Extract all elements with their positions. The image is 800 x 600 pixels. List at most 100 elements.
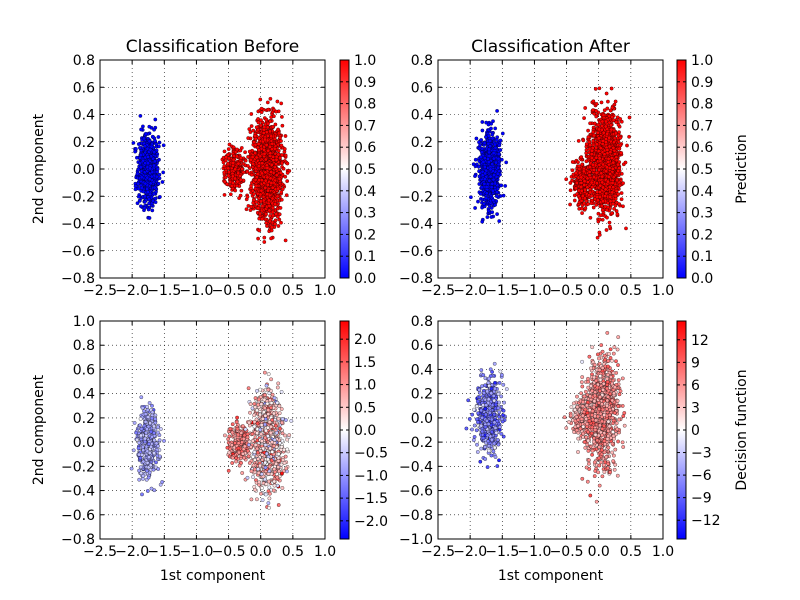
scatter-point [262,147,266,152]
scatter-point [617,146,622,151]
scatter-point [227,170,231,175]
scatter-point [278,156,282,160]
colorbar-tick-label: 0.1 [691,249,713,265]
scatter-panel-2: −2.5−2.0−1.5−1.0−0.5 0.0 0.5 1.0−0.8−0.6−0.… [399,37,750,299]
colorbar-tick-label: 0.3 [691,206,713,222]
scatter-point [233,188,238,193]
scatter-point [269,228,274,233]
scatter-point [486,122,491,127]
scatter-point [258,192,263,197]
scatter-point [584,151,589,155]
scatter-point [490,181,495,186]
scatter-point [276,224,281,228]
scatter-point [612,206,616,211]
colorbar-tick-label: 0.5 [691,162,713,178]
scatter-point [603,187,608,192]
scatter-point [131,141,136,145]
scatter-point [226,161,230,166]
scatter-point [487,139,492,143]
scatter-point [273,218,278,223]
scatter-point [278,135,282,140]
scatter-point [161,170,166,175]
scatter-point [269,236,273,241]
y-tick-label: −0.2 [61,189,95,205]
colorbar-tick-label: 1.0 [691,53,713,69]
scatter-point [591,130,596,135]
scatter-point [138,153,143,158]
y-tick-label: 0.2 [411,135,433,151]
colorbar-tick-label: 0.3 [354,206,376,222]
scatter-point [488,174,493,179]
scatter-point [577,164,582,169]
y-tick-label: 0.6 [411,80,433,96]
scatter-point [604,91,609,96]
scatter-point [568,181,573,185]
scatter-point [586,135,591,139]
scatter-point [222,164,227,168]
scatter-point [605,106,610,111]
scatter-point [269,170,274,174]
scatter-point [154,174,159,179]
scatter-point [276,148,281,153]
scatter-point [276,127,280,132]
scatter-point [272,146,277,151]
scatter-point [611,185,616,190]
scatter-point [616,169,620,173]
scatter-point [604,169,609,174]
scatter-point [589,152,594,156]
scatter-point [249,157,253,162]
scatter-point [621,181,625,186]
scatter-point [497,143,502,148]
scatter-point [608,194,612,199]
scatter-point [491,156,496,161]
colorbar-tick-label: 0.4 [691,184,713,200]
scatter-point [604,119,608,124]
scatter-point [274,109,279,114]
colorbar-tick-label: 0.4 [354,184,376,200]
scatter-point [606,156,611,161]
scatter-point [585,176,590,181]
scatter-point [226,147,231,151]
scatter-point [597,167,601,172]
scatter-point [258,97,263,102]
scatter-point [605,148,610,152]
scatter-point [270,141,275,146]
scatter-point [600,174,605,179]
scatter-point [265,175,270,180]
scatter-point [141,124,145,129]
scatter-point [285,171,290,175]
scatter-point [482,202,486,206]
scatter-point [486,133,491,138]
scatter-point [477,146,482,151]
scatter-point [476,199,480,204]
scatter-point [285,161,290,166]
scatter-point [595,181,599,186]
scatter-point [281,166,286,171]
scatter-point [478,191,483,196]
scatter-point [596,130,600,135]
scatter-point [597,86,602,91]
scatter-point [146,161,150,166]
scatter-point [143,131,148,136]
scatter-point [469,195,473,200]
scatter-point [597,127,602,132]
scatter-point [279,220,283,225]
scatter-point [591,108,595,112]
scatter-point [587,140,592,145]
colorbar-tick-label: 0.5 [354,162,376,178]
scatter-point [599,203,604,208]
scatter-point [274,212,279,216]
scatter-point [600,142,605,146]
y-tick-label: −0.8 [399,271,433,287]
scatter-point [501,193,506,198]
scatter-point [609,86,614,91]
scatter-point [269,134,274,139]
scatter-point [611,198,616,203]
scatter-point [263,178,268,183]
scatter-point [157,172,162,177]
scatter-point [280,115,284,119]
scatter-point [136,142,141,146]
scatter-point [595,235,600,240]
x-tick-label: −1.0 [179,283,213,299]
scatter-point [133,187,138,192]
